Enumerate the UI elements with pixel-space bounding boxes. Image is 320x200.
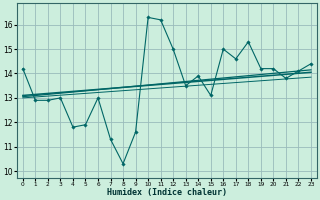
X-axis label: Humidex (Indice chaleur): Humidex (Indice chaleur)	[107, 188, 227, 197]
